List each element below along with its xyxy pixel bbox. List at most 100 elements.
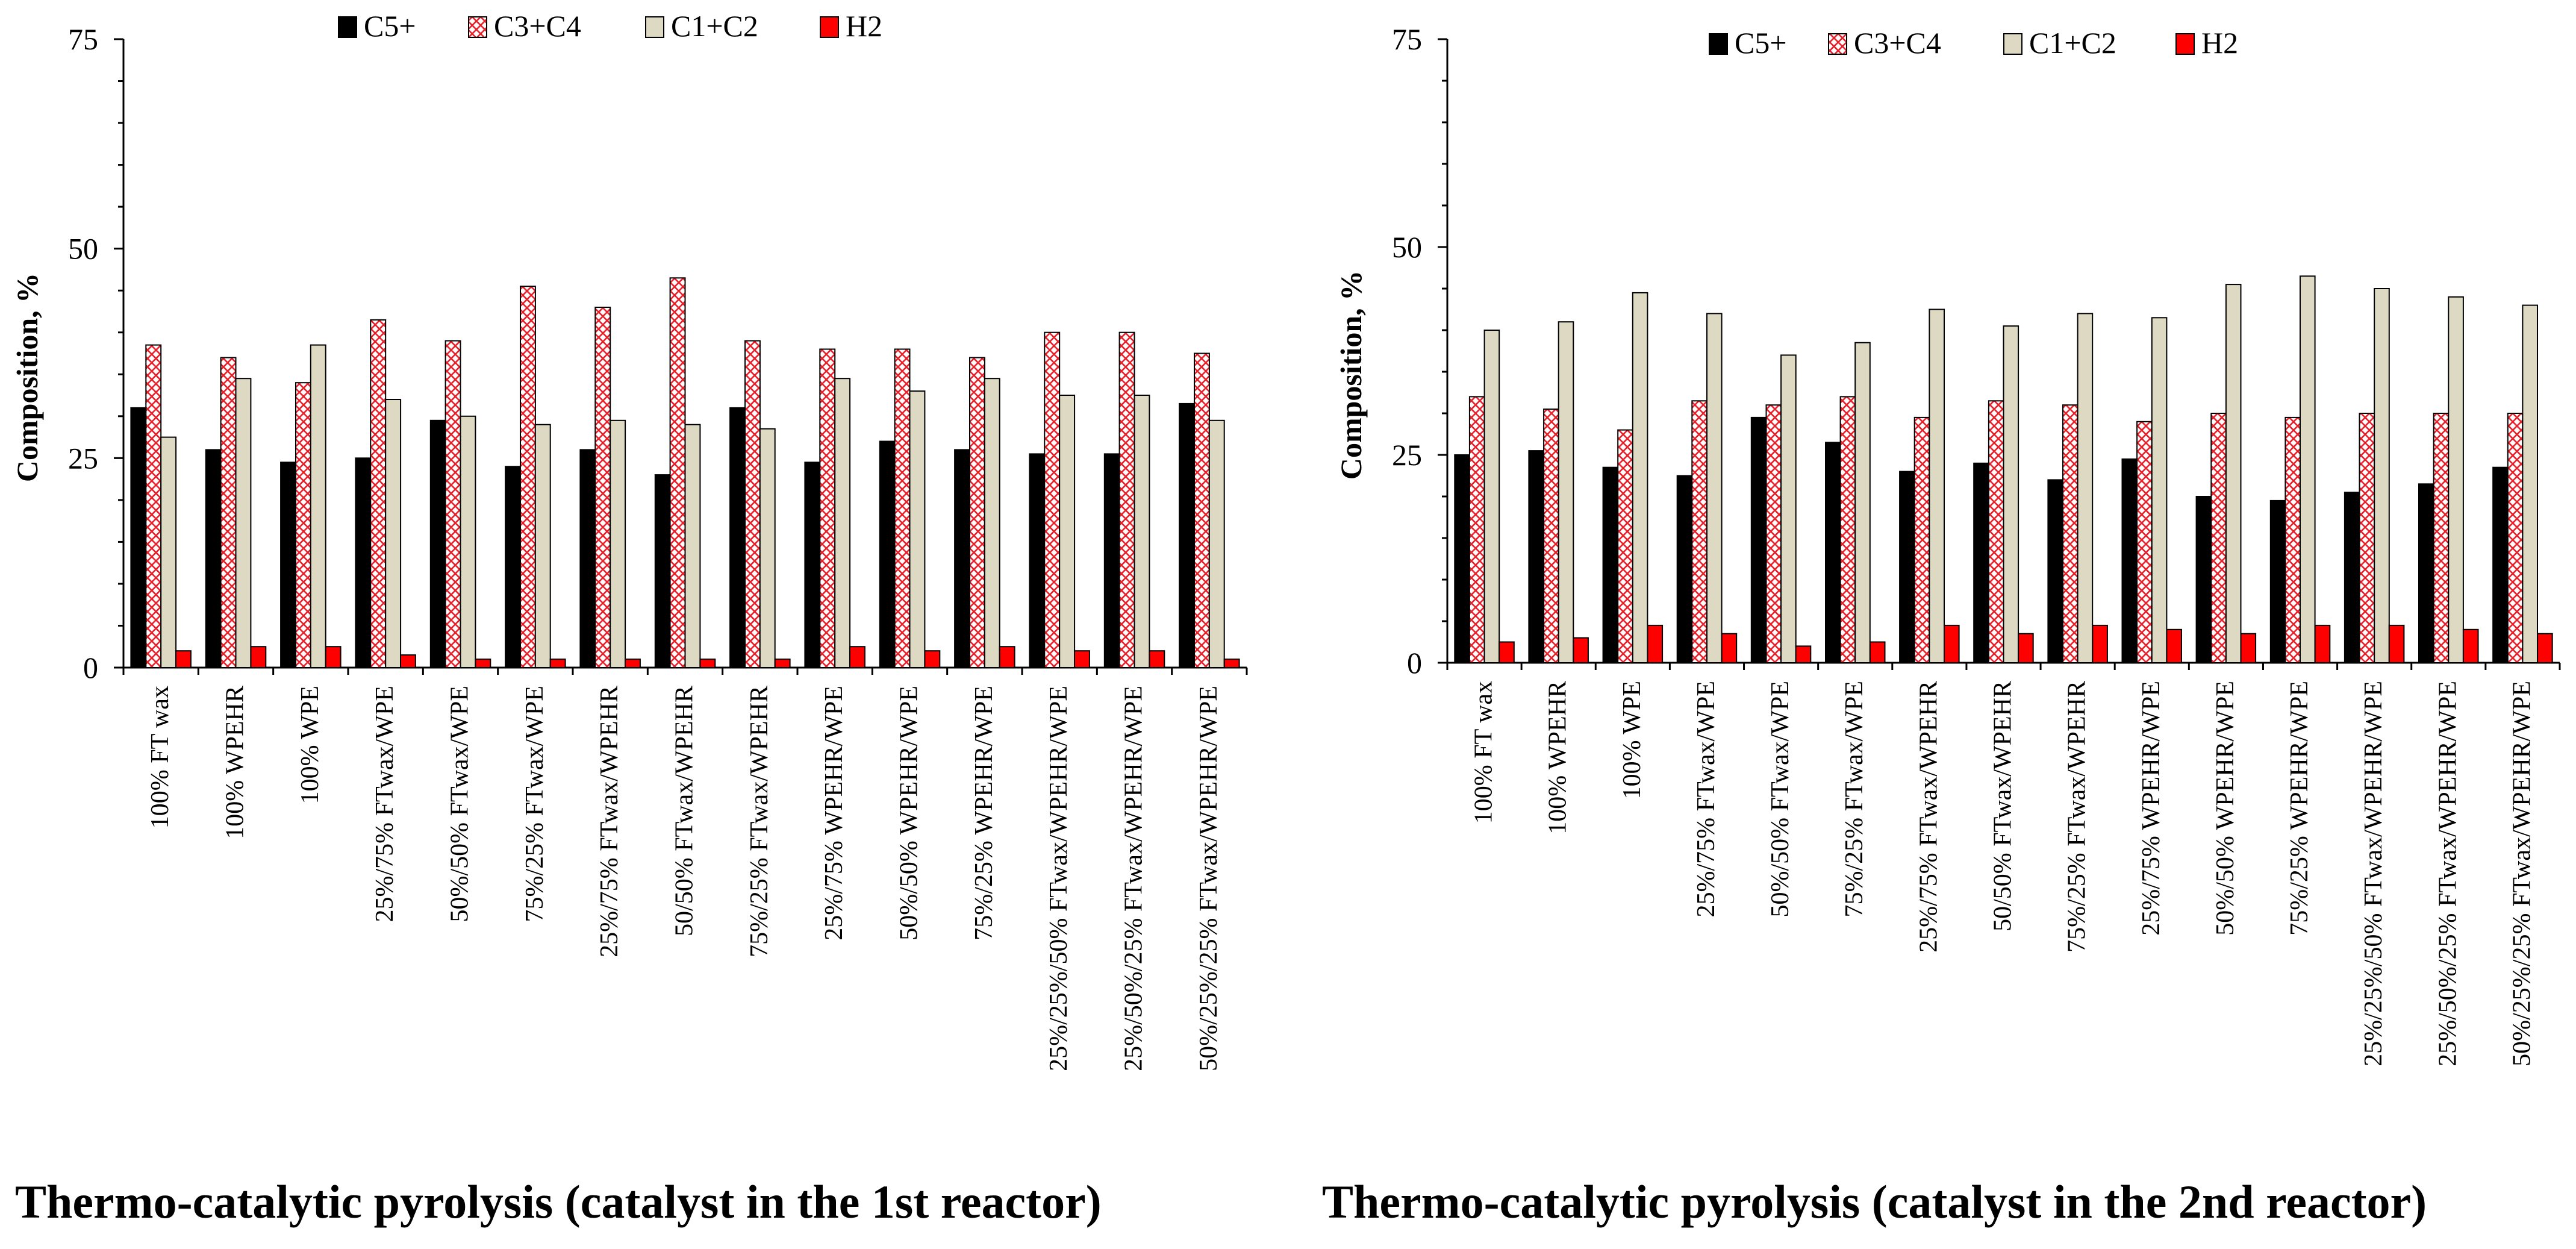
bar-c5-1	[130, 407, 147, 669]
x-tick-label: 25%/75% FTwax/WPEHR	[1915, 681, 1942, 953]
bar-c5-14	[2418, 483, 2434, 663]
bar-c1-c2-3	[1632, 292, 1648, 663]
bar-h2-13	[1074, 650, 1090, 668]
bar-h2-10	[2166, 628, 2182, 664]
x-tick-label: 100% FT wax	[146, 686, 174, 828]
legend-swatch-c3-c4	[468, 16, 487, 38]
y-tick-label: 50	[68, 232, 98, 266]
bar-c5-8	[1973, 462, 1989, 663]
y-axis-label: Composition, %	[10, 273, 44, 482]
bar-h2-13	[2388, 624, 2405, 664]
bar-c3-c4-5	[1765, 404, 1782, 663]
bar-h2-11	[924, 650, 941, 668]
legend-label-h2: H2	[846, 9, 882, 43]
x-tick-label: 100% WPE	[296, 686, 324, 804]
bar-c5-15	[2492, 466, 2509, 663]
bar-h2-6	[549, 659, 566, 668]
bar-c1-c2-7	[610, 419, 626, 668]
bar-h2-7	[625, 659, 641, 668]
bar-c5-5	[1750, 416, 1767, 664]
bar-c3-c4-11	[894, 348, 911, 668]
bar-c3-c4-15	[2507, 413, 2524, 663]
legend-swatch-h2	[820, 16, 839, 38]
y-tick-label: 25	[68, 441, 98, 475]
bar-c5-7	[1899, 471, 1915, 663]
chart-caption-first-reactor: Thermo-catalytic pyrolysis (catalyst in …	[15, 1175, 1102, 1228]
bar-h2-4	[400, 654, 416, 668]
bar-c1-c2-13	[1059, 395, 1076, 668]
bar-h2-7	[1944, 624, 1960, 664]
bar-c1-c2-6	[534, 424, 551, 668]
bar-h2-12	[2314, 624, 2331, 664]
y-tick-label: 75	[68, 22, 98, 56]
bar-c5-13	[1029, 453, 1046, 669]
bar-c5-3	[1602, 466, 1619, 663]
bar-c5-6	[505, 466, 521, 668]
bar-c1-c2-12	[984, 378, 1000, 668]
bar-c3-c4-2	[1543, 409, 1559, 663]
bar-c3-c4-2	[220, 357, 237, 668]
x-tick-label: 25%/50%/25% FTwax/WPEHR/WPE	[1120, 686, 1148, 1071]
x-tick-label: 50/50% FTwax/WPEHR	[671, 686, 699, 936]
bar-c1-c2-8	[684, 424, 701, 668]
bar-c5-10	[804, 462, 821, 668]
bar-h2-14	[1149, 650, 1165, 668]
legend-swatch-h2	[2175, 33, 2195, 55]
bar-c3-c4-13	[2359, 413, 2375, 663]
bar-c3-c4-3	[1617, 429, 1633, 663]
bar-c3-c4-6	[1839, 396, 1856, 664]
y-tick-label: 0	[1407, 646, 1422, 680]
x-tick-label: 25%/75% WPEHR/WPE	[2138, 681, 2165, 936]
x-tick-label: 50%/50% WPEHR/WPE	[896, 686, 923, 941]
bar-c3-c4-14	[1118, 331, 1135, 668]
bar-c5-1	[1454, 454, 1470, 663]
bar-h2-15	[1223, 659, 1240, 668]
bar-c3-c4-6	[520, 286, 536, 668]
chart-catalyst-first-reactor: 0 25 50 75 Composition, % 100% FT wax 100% WPE…	[10, 9, 1248, 1071]
bar-c5-4	[1676, 475, 1693, 663]
bar-h2-9	[2092, 624, 2108, 664]
bar-c1-c2-9	[759, 428, 776, 668]
bar-h2-1	[175, 650, 192, 668]
x-tick-label: 50%/25%/25% FTwax/WPEHR/WPE	[2508, 681, 2536, 1066]
bar-c3-c4-8	[1988, 400, 2004, 663]
x-tick-label: 50%/50% WPEHR/WPE	[2212, 681, 2239, 936]
bar-c3-c4-4	[1691, 400, 1707, 663]
bar-c5-9	[729, 407, 746, 669]
legend-label-h2: H2	[2201, 26, 2238, 60]
bar-c5-3	[280, 462, 297, 668]
bar-c5-14	[1103, 453, 1120, 669]
legend-label-c1-c2: C1+C2	[671, 9, 758, 43]
x-tick-label: 25%/75% WPEHR/WPE	[820, 686, 848, 941]
bar-c3-c4-9	[744, 340, 761, 668]
legend-label-c3-c4: C3+C4	[494, 9, 581, 43]
bar-h2-2	[1573, 637, 1589, 663]
bar-c5-6	[1825, 442, 1841, 663]
bar-c5-7	[579, 449, 596, 669]
bar-c5-11	[879, 440, 896, 668]
x-tick-label: 25%/75% FTwax/WPEHR	[596, 686, 623, 957]
bar-c1-c2-2	[235, 378, 252, 668]
bar-c3-c4-3	[295, 382, 311, 668]
bar-c3-c4-4	[370, 319, 387, 668]
bar-c3-c4-12	[2284, 416, 2301, 664]
x-tick-label: 25%/75% FTwax/WPE	[371, 686, 399, 922]
x-tick-label: 75%/25% WPEHR/WPE	[2286, 681, 2313, 936]
bar-c3-c4-10	[2136, 421, 2153, 663]
bar-h2-15	[2537, 633, 2553, 663]
x-tick-label: 50%/50% FTwax/WPE	[1767, 681, 1794, 918]
bar-h2-3	[1647, 624, 1664, 664]
bar-c3-c4-15	[1194, 352, 1210, 668]
bar-h2-3	[325, 646, 341, 668]
x-tick-label: 50%/50% FTwax/WPE	[446, 686, 474, 922]
bar-c3-c4-13	[1044, 331, 1061, 668]
bar-c5-2	[205, 449, 222, 669]
chart-caption-second-reactor: Thermo-catalytic pyrolysis (catalyst in …	[1322, 1175, 2427, 1228]
bar-c1-c2-10	[834, 378, 851, 668]
x-tick-label: 25%/25%/50% FTwax/WPEHR/WPE	[2360, 681, 2387, 1066]
bar-c1-c2-14	[1134, 395, 1150, 668]
bar-c1-c2-13	[2374, 288, 2390, 663]
bar-c1-c2-6	[1854, 342, 1871, 663]
bar-c1-c2-10	[2151, 317, 2168, 663]
